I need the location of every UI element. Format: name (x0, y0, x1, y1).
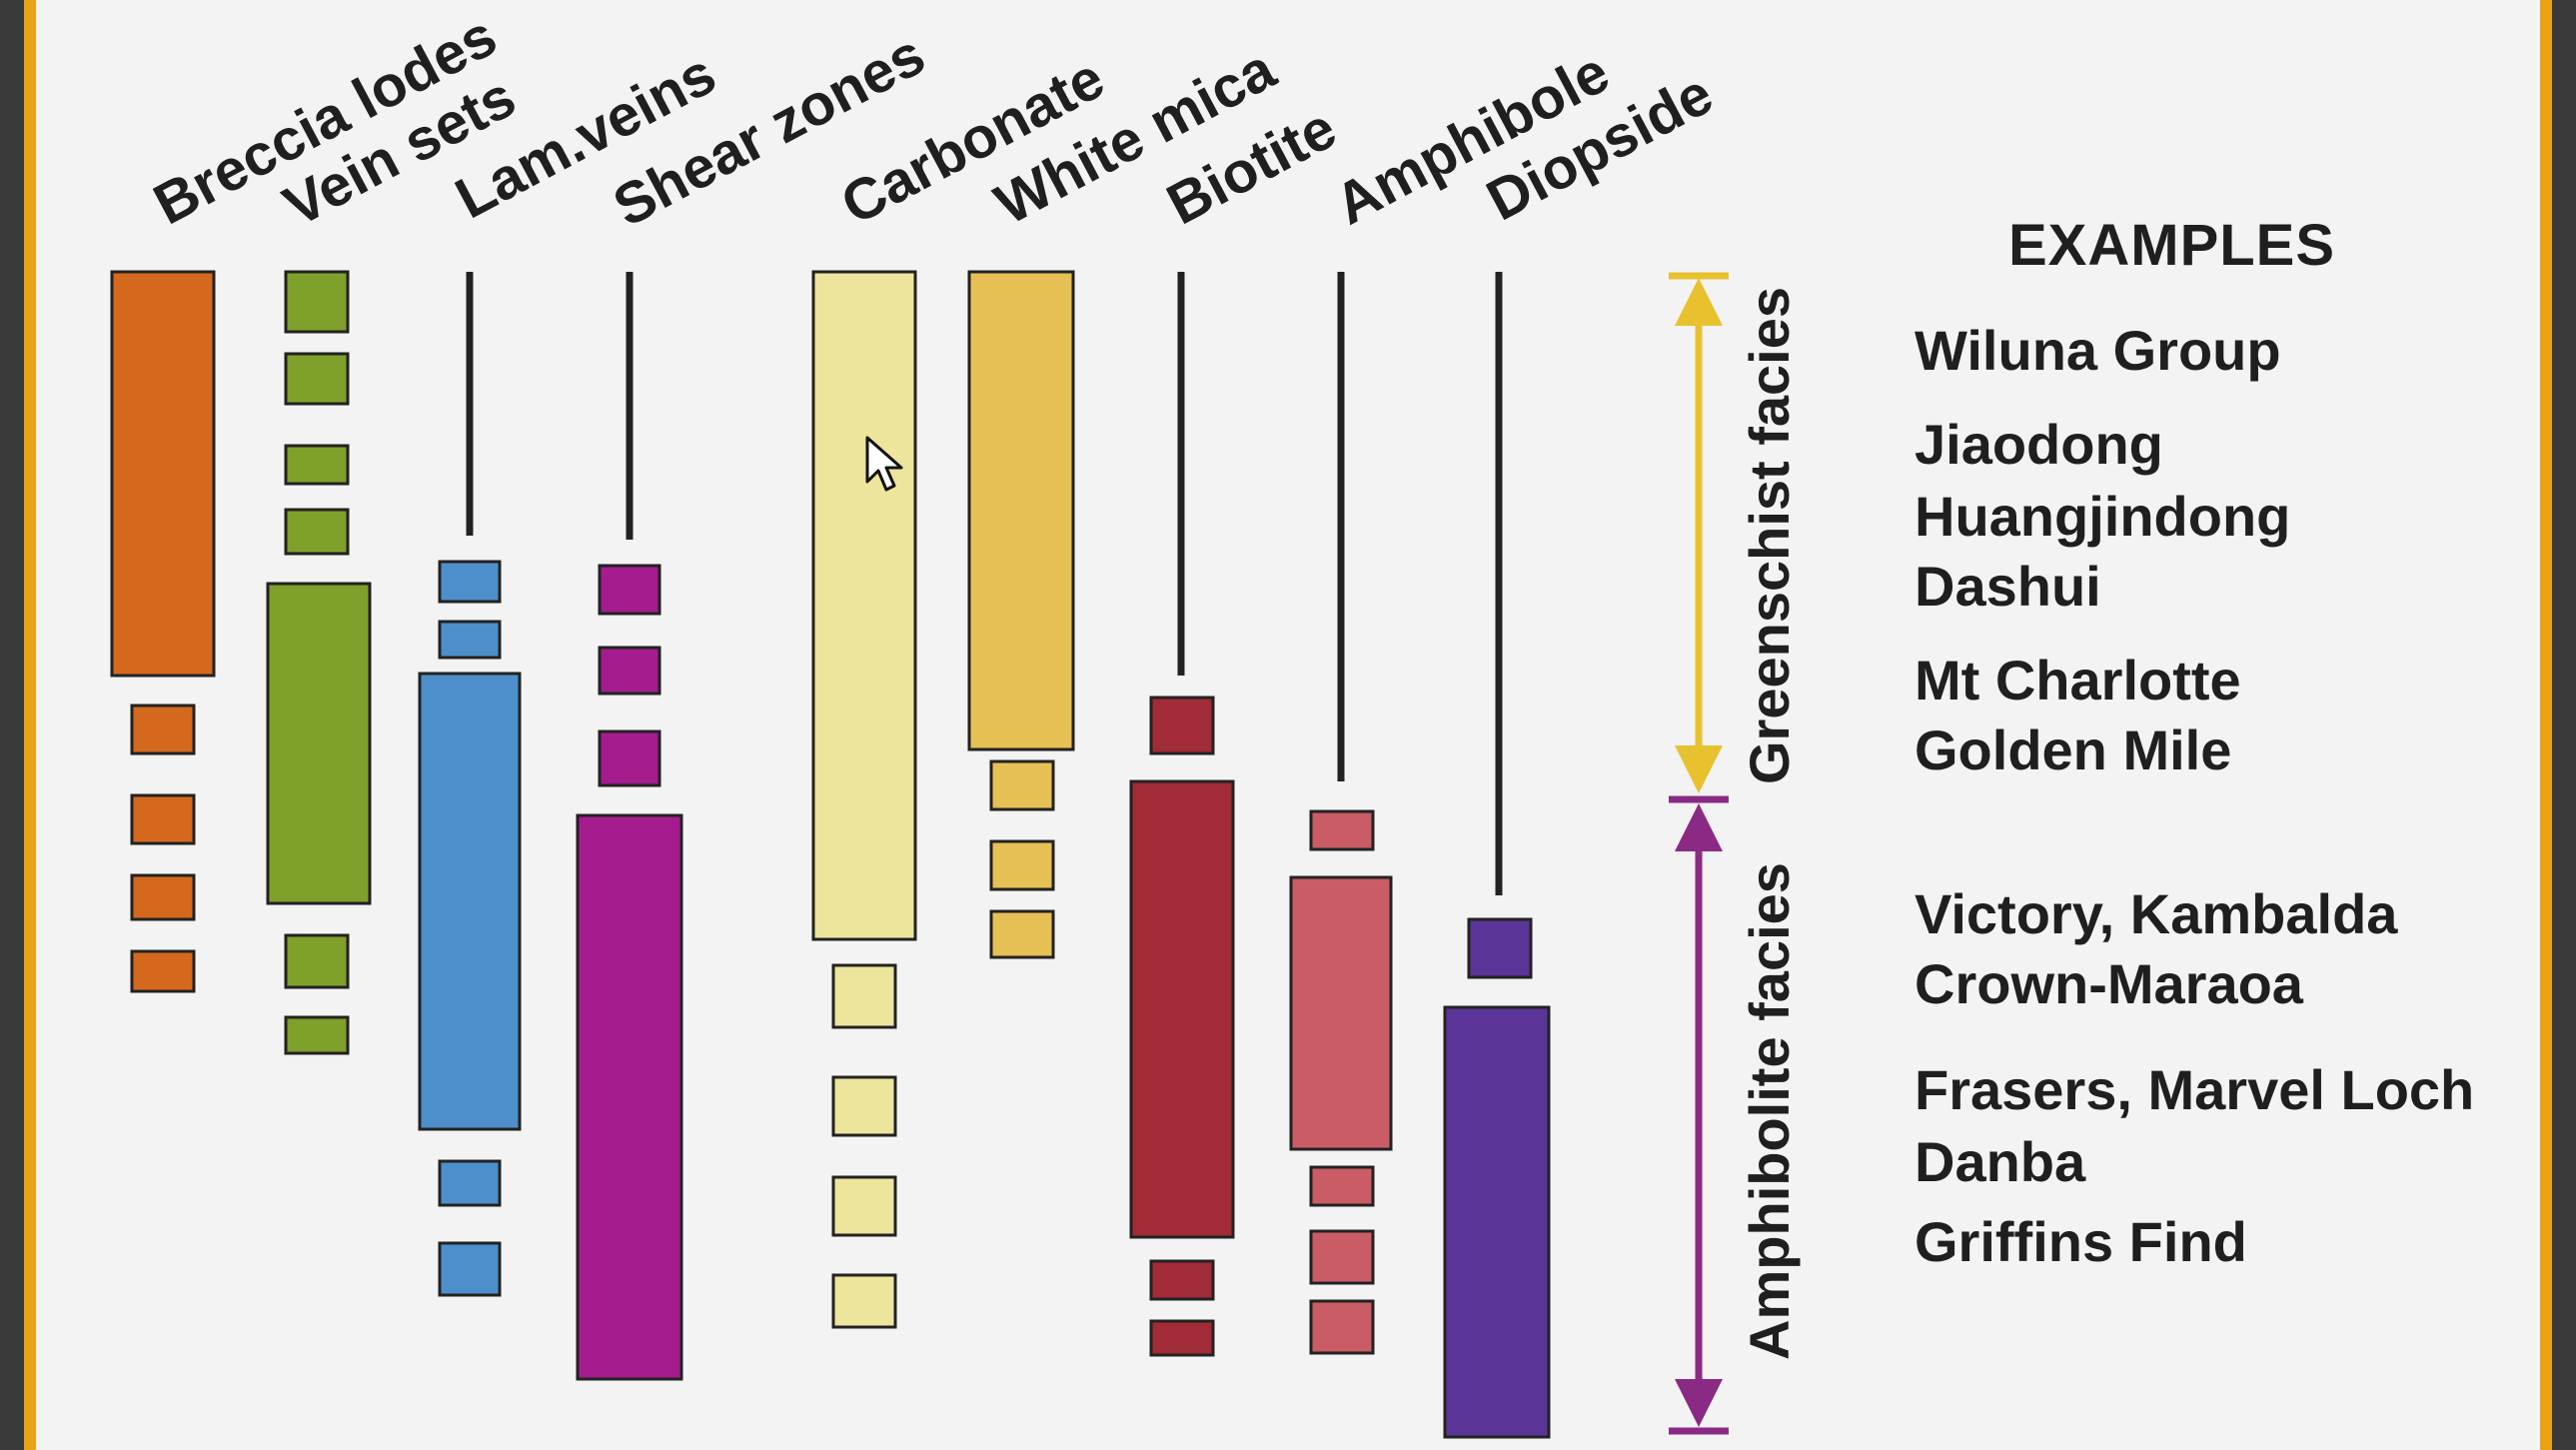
vein-segment (284, 1015, 350, 1055)
amphibole-segment (1309, 1165, 1375, 1207)
carbonate-segment (831, 963, 897, 1029)
breccia-segment (130, 873, 196, 921)
white-mica-segment (989, 839, 1055, 891)
column-vein-sets (266, 270, 372, 1055)
examples-title: EXAMPLES (2008, 213, 2336, 278)
column-white-mica (967, 270, 1075, 959)
lam-segment (438, 620, 502, 660)
example-item: Griffins Find (1915, 1210, 2247, 1273)
column-lam-veins (418, 272, 522, 1297)
amphibole-main-bar (1289, 875, 1393, 1151)
shear-segment (598, 729, 661, 787)
biotite-segment (1149, 1259, 1215, 1301)
vein-segment (284, 508, 350, 556)
breccia-main-bar (110, 270, 216, 678)
diopside-segment (1467, 917, 1533, 979)
white-mica-segment (989, 759, 1055, 811)
amphibolite-facies-label: Amphibolite facies (1738, 862, 1801, 1360)
column-diopside (1443, 272, 1551, 1439)
vein-main-bar (266, 582, 372, 905)
example-item: Crown-Maraoa (1915, 952, 2303, 1015)
example-item: Wiluna Group (1915, 319, 2281, 382)
vein-segment (284, 270, 350, 334)
example-item: Jiaodong (1915, 413, 2163, 476)
amphibole-segment (1309, 809, 1375, 851)
biotite-main-bar (1129, 779, 1235, 1239)
white-mica-segment (989, 909, 1055, 959)
shear-segment (598, 564, 661, 616)
breccia-segment (130, 949, 196, 993)
lam-segment (438, 560, 502, 604)
amphibole-segment (1309, 1229, 1375, 1285)
lam-segment (438, 1159, 502, 1207)
lam-main-bar (418, 672, 522, 1131)
shear-segment (598, 646, 661, 696)
column-biotite (1129, 272, 1235, 1357)
biotite-segment (1149, 696, 1215, 755)
column-shear-zones (576, 272, 683, 1381)
example-item: Mt Charlotte (1915, 649, 2241, 712)
carbonate-segment (831, 1175, 897, 1237)
example-item: Victory, Kambalda (1915, 882, 2398, 945)
vein-segment (284, 933, 350, 989)
vein-segment (284, 352, 350, 406)
example-item: Golden Mile (1915, 719, 2232, 781)
column-carbonate (811, 270, 917, 1329)
amphibolite-facies-arrow (1669, 803, 1729, 1435)
amphibole-segment (1309, 1299, 1375, 1355)
carbonate-segment (831, 1075, 897, 1137)
mouse-pointer-icon (865, 436, 903, 492)
example-item: Frasers, Marvel Loch (1915, 1058, 2475, 1121)
greenschist-facies-arrow (1669, 272, 1729, 793)
greenschist-facies-label: Greenschist facies (1738, 287, 1801, 784)
column-amphibole (1289, 272, 1393, 1355)
column-breccia-lodes (110, 270, 216, 993)
diopside-main-bar (1443, 1005, 1551, 1439)
shear-main-bar (576, 813, 683, 1381)
breccia-segment (130, 793, 196, 845)
lam-segment (438, 1241, 502, 1297)
example-item: Huangjindong (1915, 485, 2291, 548)
example-item: Dashui (1915, 555, 2101, 618)
vein-segment (284, 444, 350, 486)
carbonate-main-bar (811, 270, 917, 941)
example-item: Danba (1915, 1130, 2086, 1193)
breccia-segment (130, 704, 196, 755)
biotite-segment (1149, 1319, 1215, 1357)
carbonate-segment (831, 1273, 897, 1329)
white-mica-main-bar (967, 270, 1075, 751)
